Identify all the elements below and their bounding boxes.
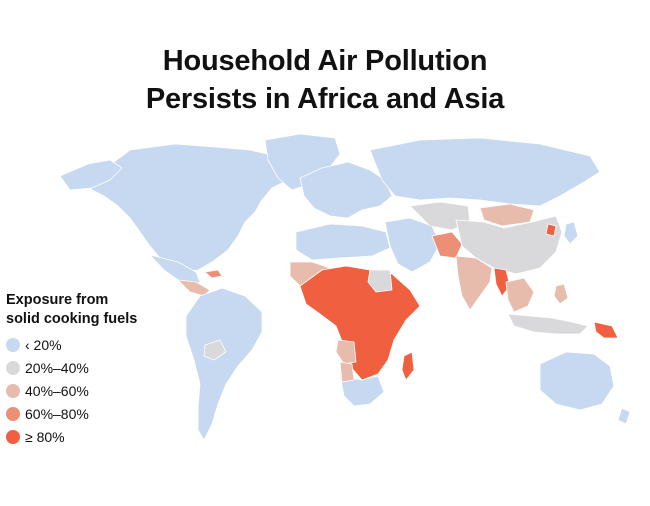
region-new-zealand: [617, 407, 631, 425]
region-namibia: [339, 361, 355, 383]
region-north-africa: [295, 223, 391, 261]
region-south-america: [185, 287, 263, 441]
region-alaska: [59, 159, 123, 191]
region-middle-east: [384, 217, 441, 273]
legend-label: ≥ 80%: [25, 428, 65, 445]
region-north-america: [87, 143, 301, 273]
region-southern-africa: [339, 375, 385, 407]
region-caribbean: [204, 269, 223, 279]
region-madagascar: [401, 351, 415, 381]
region-mongolia: [479, 203, 535, 227]
map-regions: [59, 133, 631, 441]
legend-label: 60%–80%: [25, 405, 89, 422]
region-india: [455, 255, 493, 311]
region-papua-new-guinea: [593, 321, 619, 339]
legend-swatch: [6, 383, 20, 398]
legend: Exposure from solid cooking fuels ‹ 20% …: [6, 291, 156, 448]
legend-item-20-40: 20%–40%: [6, 356, 156, 379]
legend-swatch: [6, 360, 20, 375]
legend-item-60-80: 60%–80%: [6, 402, 156, 425]
legend-label: ‹ 20%: [25, 336, 62, 353]
region-russia: [369, 137, 601, 207]
region-north-korea: [545, 223, 557, 237]
region-bolivia: [203, 339, 227, 361]
legend-title-line-1: Exposure from: [6, 292, 109, 308]
legend-label: 40%–60%: [25, 382, 89, 399]
region-afghanistan-pakistan: [431, 231, 463, 259]
legend-title-line-2: solid cooking fuels: [6, 311, 138, 327]
legend-item-40-60: 40%–60%: [6, 379, 156, 402]
region-southeast-asia: [505, 277, 535, 313]
region-sub-saharan-africa: [299, 265, 421, 381]
region-sudan: [367, 269, 393, 293]
map-title: Household Air Pollution Persists in Afri…: [0, 42, 650, 118]
region-philippines: [553, 283, 569, 305]
legend-swatch: [6, 337, 20, 352]
legend-item-ge80: ≥ 80%: [6, 425, 156, 448]
region-europe: [299, 161, 393, 219]
legend-label: 20%–40%: [25, 359, 89, 376]
map-title-line-2: Persists in Africa and Asia: [145, 83, 505, 115]
map-title-line-1: Household Air Pollution: [162, 45, 488, 77]
region-angola: [335, 339, 357, 365]
legend-item-lt20: ‹ 20%: [6, 333, 156, 356]
legend-swatch: [6, 429, 20, 444]
legend-title: Exposure from solid cooking fuels: [6, 291, 156, 329]
region-australia: [539, 351, 615, 411]
region-japan: [563, 221, 579, 245]
region-indonesia: [507, 313, 589, 335]
region-central-america: [177, 279, 211, 297]
legend-swatch: [6, 406, 20, 421]
region-myanmar: [493, 267, 511, 297]
